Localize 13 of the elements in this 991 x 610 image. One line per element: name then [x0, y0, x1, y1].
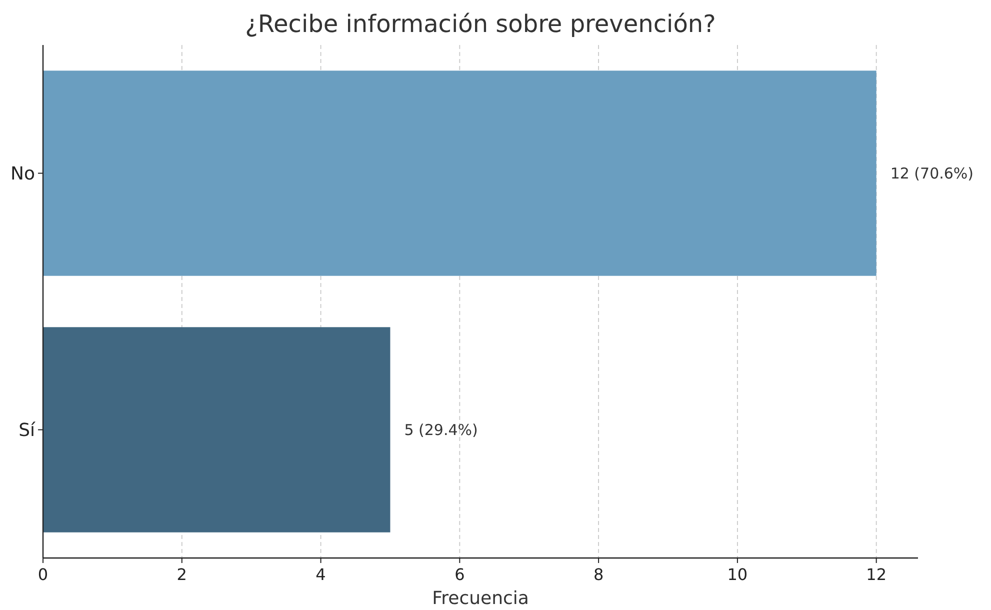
- y-tick-label: Sí: [18, 420, 36, 442]
- x-tick-label: 6: [454, 565, 465, 584]
- x-tick-label: 8: [593, 565, 604, 584]
- x-tick-label: 2: [176, 565, 187, 584]
- x-tick-label: 12: [866, 565, 887, 584]
- y-tick-label: No: [10, 164, 35, 185]
- chart-title: ¿Recibe información sobre prevención?: [245, 10, 716, 38]
- x-tick-label: 10: [727, 565, 748, 584]
- x-axis-title: Frecuencia: [432, 588, 529, 609]
- x-tick-label: 4: [316, 565, 326, 584]
- x-tick-label: 0: [38, 565, 48, 584]
- data-label: 5 (29.4%): [404, 421, 478, 439]
- data-label: 12 (70.6%): [890, 164, 974, 182]
